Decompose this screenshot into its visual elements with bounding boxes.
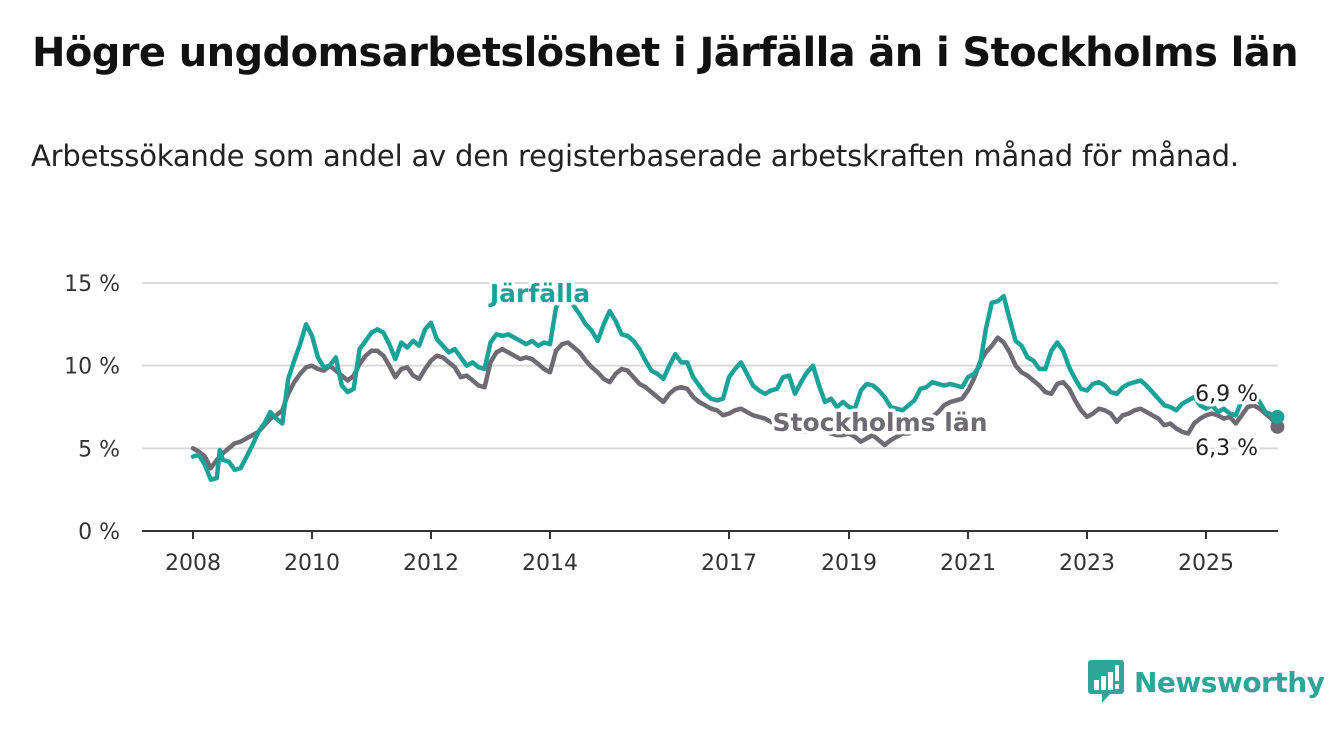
newsworthy-logo-icon [1088,660,1124,703]
y-axis-tick-labels: 0 % 5 % 10 % 15 % [64,272,120,545]
end-value-stockholm: 6,3 % [1195,436,1258,461]
series-line-jarfalla [190,293,1280,482]
series-line-stockholm [190,335,1280,471]
brand-logo: Newsworthy [1088,660,1325,704]
y-tick-label: 5 % [78,437,120,462]
series-labels: Järfälla Stockholms län 6,9 % 6,3 % [484,276,1261,465]
x-tick-label: 2014 [522,551,578,576]
y-tick-label: 15 % [64,272,120,297]
x-axis: 2008 2010 2012 2014 2017 2019 2021 2023 2025 [142,530,1278,576]
y-tick-label: 0 % [78,520,120,545]
x-tick-label: 2019 [821,551,877,576]
series-lines [190,293,1285,482]
x-tick-label: 2023 [1059,551,1115,576]
brand-name: Newsworthy [1134,665,1325,699]
chart-subtitle: Arbetssökande som andel av den registerb… [31,139,1239,173]
x-tick-label: 2008 [165,551,221,576]
chart-title: Högre ungdomsarbetslöshet i Järfälla än … [32,30,1299,76]
x-tick-label: 2025 [1178,551,1234,576]
x-tick-label: 2010 [284,551,340,576]
end-point-stockholm [1270,419,1285,434]
series-label-stockholm: Stockholms län [773,408,988,437]
end-point-jarfalla [1270,409,1285,424]
x-tick-label: 2012 [403,551,459,576]
x-tick-label: 2021 [940,551,996,576]
x-tick-label: 2017 [701,551,757,576]
end-value-jarfalla: 6,9 % [1195,382,1258,407]
series-label-jarfalla: Järfälla [488,279,590,308]
y-tick-label: 10 % [64,355,120,380]
